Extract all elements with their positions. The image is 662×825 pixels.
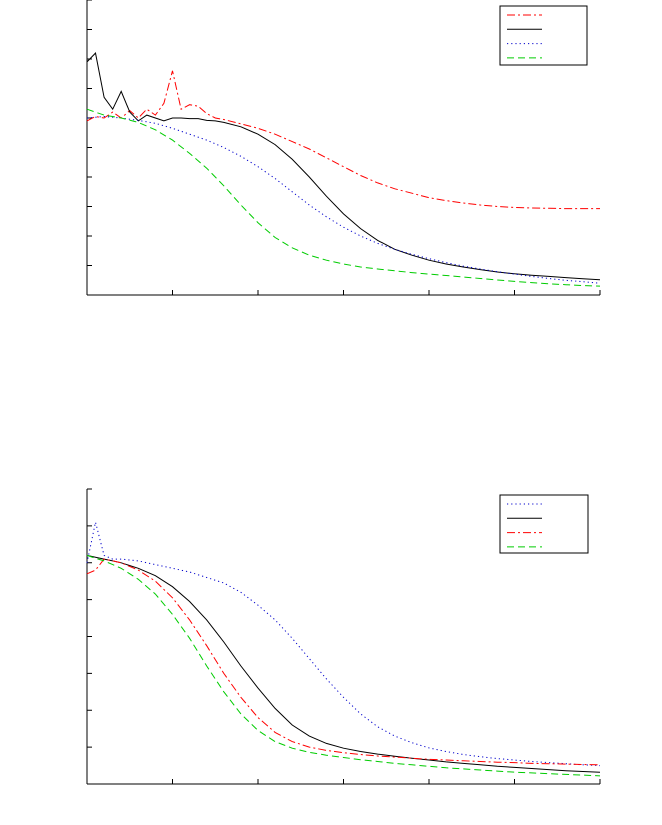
series-line-3 — [86, 115, 601, 284]
series-line-2 — [86, 554, 601, 773]
series-line-3 — [86, 558, 601, 766]
legend-box — [499, 494, 589, 554]
legend — [499, 494, 589, 554]
top-chart — [86, 0, 601, 296]
series-line-4 — [86, 108, 601, 287]
series-line-4 — [86, 554, 601, 777]
legend — [499, 5, 588, 66]
bottom-chart — [86, 488, 601, 785]
legend-box — [499, 5, 588, 66]
series-line-1 — [86, 522, 601, 767]
series-line-1 — [86, 70, 600, 210]
